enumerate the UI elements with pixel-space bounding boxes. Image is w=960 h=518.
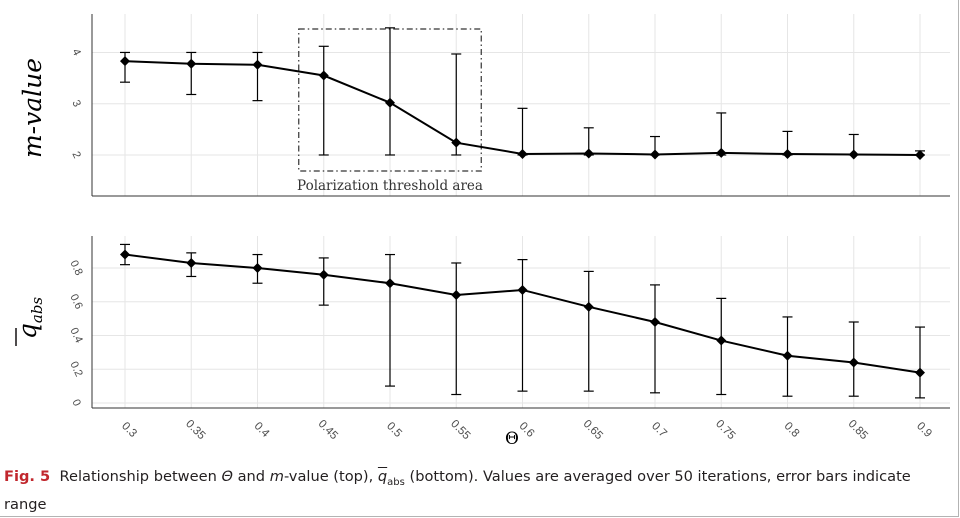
bottom-y-tick-label: 0.6	[67, 292, 84, 311]
figure-caption: Fig. 5 Relationship between Θ and m-valu…	[4, 466, 954, 516]
bottom-data-point	[583, 301, 594, 312]
bottom-y-tick-label: 0	[69, 398, 82, 409]
caption-text-3: (bottom). Values are averaged over 50 it…	[4, 468, 911, 513]
caption-and: and	[237, 468, 266, 485]
x-tick-label: 0.75	[713, 418, 737, 442]
top-data-point	[782, 148, 793, 159]
bottom-data-point	[186, 257, 197, 268]
bottom-data-point	[252, 263, 263, 274]
bottom-y-tick-label: 0.2	[67, 360, 84, 379]
bottom-y-tick-label: 0.8	[67, 259, 84, 278]
caption-text-1: Relationship between	[59, 468, 217, 485]
bottom-data-point	[517, 284, 528, 295]
top-grid	[92, 14, 950, 196]
caption-theta: Θ	[221, 468, 233, 485]
top-data-point	[716, 147, 727, 158]
x-tick-label: 0.85	[846, 418, 870, 442]
top-data-point	[451, 137, 462, 148]
figure-label: Fig. 5	[4, 468, 51, 485]
caption-text-2: -value (top),	[283, 468, 374, 485]
top-data-point	[517, 148, 528, 159]
x-axis-label: Θ	[505, 429, 519, 449]
top-y-tick-label: 4	[69, 47, 82, 58]
x-tick-label: 0.65	[581, 418, 605, 442]
bottom-grid	[92, 236, 950, 408]
top-data-point	[583, 148, 594, 159]
x-tick-label: 0.4	[252, 420, 272, 440]
q-bar-label: q	[13, 323, 42, 339]
top-data-point	[848, 149, 859, 160]
x-tick-label: 0.45	[316, 418, 340, 442]
top-data-point	[318, 70, 329, 81]
bottom-data-point	[120, 249, 130, 260]
top-y-tick-label: 2	[69, 150, 82, 161]
bottom-data-point	[782, 350, 793, 361]
x-tick-label: 0.7	[649, 420, 669, 440]
top-data-point	[252, 59, 263, 70]
bottom-data-point	[650, 317, 660, 327]
x-tick-label: 0.9	[914, 420, 934, 440]
bottom-data-point	[848, 357, 859, 368]
x-tick-label: 0.6	[517, 420, 537, 440]
bottom-data-point	[915, 367, 925, 378]
bottom-y-axis-label: qabs	[13, 297, 46, 346]
top-data-point	[915, 149, 925, 160]
bottom-data-point	[385, 278, 395, 289]
x-tick-label: 0.5	[384, 420, 404, 440]
figure-canvas: m-value 2 3 4 Polarization threshold area q…	[13, 14, 950, 449]
abs-subscript-label: abs	[28, 297, 46, 324]
top-y-axis-label: m-value	[18, 58, 47, 158]
bottom-data-point	[318, 269, 329, 280]
x-tick-label: 0.8	[782, 420, 802, 440]
bottom-data-point	[716, 335, 727, 346]
top-y-tick-label: 3	[69, 98, 82, 109]
x-tick-label: 0.55	[448, 418, 472, 442]
top-data-point	[120, 56, 130, 67]
caption-abs: abs	[387, 476, 405, 488]
top-data-point	[186, 58, 197, 69]
x-tick-label: 0.35	[183, 418, 207, 442]
threshold-area-label: Polarization threshold area	[297, 178, 483, 194]
bottom-data-point	[451, 290, 462, 301]
bottom-panel: qabs Θ 0 0.2 0.4 0.6 0.8 0.3 0.35 0.4 0.45 0.5 0.5…	[13, 236, 950, 449]
bottom-y-axis-label-text: qabs	[13, 297, 46, 340]
top-data-point	[650, 149, 660, 160]
top-panel: m-value 2 3 4 Polarization threshold area	[18, 14, 950, 197]
top-data-point	[385, 97, 395, 108]
bottom-y-tick-label: 0.4	[67, 326, 84, 345]
caption-q: q	[377, 468, 388, 485]
x-tick-label: 0.3	[119, 420, 139, 440]
caption-m: m	[269, 468, 284, 485]
